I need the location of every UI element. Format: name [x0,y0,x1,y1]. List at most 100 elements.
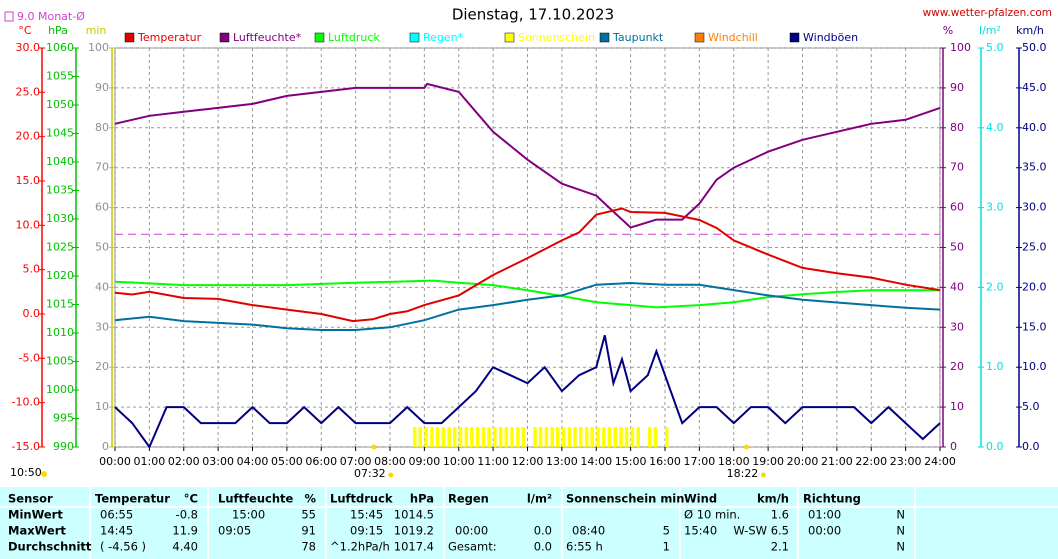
y-tick-label: 1040 [46,155,74,168]
y-tick-label: 4.0 [986,121,1004,134]
y-tick-label: 20.0 [16,130,41,143]
sunrise-marker [371,444,377,450]
bar [653,427,658,447]
bar [533,427,537,447]
legend-swatch [409,32,420,43]
x-tick-label: 22:00 [855,455,887,468]
bar [516,427,520,447]
table-header: l/m² [527,492,552,506]
y-tick-label: 990 [53,440,74,453]
table-header: Sensor [8,492,53,506]
y-tick-label: 1055 [46,70,74,83]
x-tick-label: 06:00 [305,455,337,468]
series-line [114,207,941,323]
table-cell: 09:15 [350,524,383,538]
y-tick-label: 40 [950,280,964,293]
legend-swatch [694,32,705,43]
table-cell: ^1.2hPa/h [330,540,390,554]
table-cell: 55 [301,508,316,522]
table-header: Luftdruck [330,492,393,506]
bar [504,427,508,447]
table-cell: 08:40 [572,524,605,538]
bar [413,427,417,447]
x-tick-label: 09:00 [409,455,441,468]
bar [458,427,463,447]
table-header: hPa [410,492,434,506]
table-header: Wind [684,492,717,506]
bar [538,427,543,447]
y-tick-label: 1050 [46,98,74,111]
legend-label: Windböen [803,31,858,44]
y-tick-label: 100 [88,41,109,54]
table-cell: 06:55 [100,508,133,522]
y-tick-label: 20 [950,360,964,373]
table-header: Temperatur [95,492,170,506]
bar [493,427,497,447]
y-tick-label: 1030 [46,212,74,225]
legend-swatch [124,32,135,43]
bar [647,427,652,447]
y-tick-label: 10.0 [1022,360,1047,373]
legend-swatch [789,32,800,43]
bar [430,427,434,447]
table-cell: 78 [301,540,316,554]
x-tick-label: 14:00 [580,455,612,468]
legend-label: Regen* [423,31,464,44]
y-tick-label: 35.0 [1022,161,1047,174]
y-tick-label: 25.0 [1022,241,1047,254]
y-tick-label: 30.0 [16,41,41,54]
axis-title: °C [18,24,32,37]
table-header: °C [184,492,198,506]
x-tick-label: 08:00 [374,455,406,468]
bar [447,427,451,447]
series-line [114,281,941,331]
y-tick-label: 90 [950,81,964,94]
bar [613,427,617,447]
x-tick-label: 03:00 [202,455,234,468]
y-tick-label: 0.0 [23,307,41,320]
avg-legend-label: 9.0 Monat-Ø [17,10,85,23]
y-tick-label: 100 [950,41,971,54]
y-tick-label: 1010 [46,326,74,339]
daylength: 10:50 [10,466,42,479]
x-tick-label: 12:00 [512,455,544,468]
x-tick-label: 16:00 [649,455,681,468]
series-line [114,335,941,450]
x-tick-label: 23:00 [890,455,922,468]
x-tick-label: 24:00 [924,455,956,468]
table-header: km/h [757,492,789,506]
series-line [114,279,940,309]
y-tick-label: 70 [95,161,109,174]
table-cell: Gesamt: [448,540,497,554]
stats-table: Sensor Temperatur °C Luftfeuchte% Luftdruck h… [0,487,1058,559]
table-header: Regen [448,492,489,506]
table-cell: 15:40 [684,524,717,538]
sunset-marker [743,444,749,450]
y-tick-label: -10.0 [12,396,40,409]
bar [630,427,635,447]
y-tick-label: 1015 [46,298,74,311]
legend-swatch [504,32,515,43]
y-tick-label: 5.0 [1022,400,1040,413]
legend-label: Taupunkt [612,31,664,44]
y-tick-label: 1000 [46,383,74,396]
bar [441,427,446,447]
x-tick-label: 05:00 [271,455,303,468]
y-tick-label: 1035 [46,184,74,197]
bar [636,427,640,447]
legend-label: Temperatur [137,31,202,44]
table-cell: 2.1 [771,540,789,554]
y-tick-label: 80 [95,121,109,134]
source-link[interactable]: www.wetter-pfalzen.com [923,7,1052,19]
table-cell: W-SW 6.5 [733,524,789,538]
y-tick-label: 45.0 [1022,81,1047,94]
x-tick-label: 10:00 [443,455,475,468]
table-cell: 1019.2 [394,524,434,538]
table-cell: 09:05 [218,524,251,538]
axis-title: hPa [48,24,68,37]
y-tick-label: 0.0 [986,440,1004,453]
bar [510,427,514,447]
y-tick-label: 1005 [46,355,74,368]
table-cell: 1 [663,540,670,554]
